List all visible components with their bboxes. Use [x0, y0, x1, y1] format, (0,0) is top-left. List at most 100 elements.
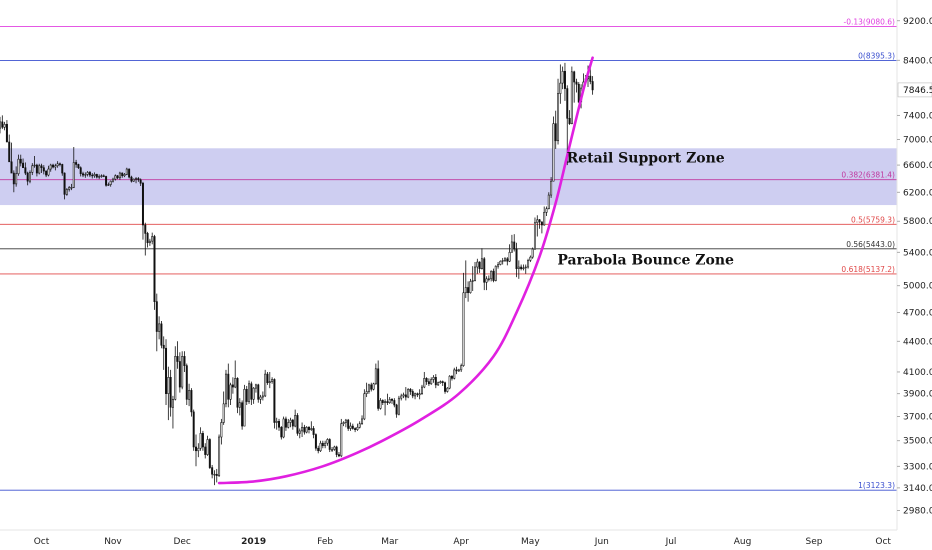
candle-body: [354, 428, 357, 430]
candle: [326, 438, 329, 446]
candle: [400, 393, 403, 401]
candle-body: [75, 162, 78, 165]
candle-body: [31, 165, 34, 173]
candle: [68, 185, 71, 192]
candle-body: [35, 164, 38, 174]
candle-body: [254, 384, 257, 389]
candle-body: [420, 386, 423, 394]
candle-body: [570, 71, 573, 124]
candle: [573, 70, 576, 103]
candle-body: [201, 433, 204, 448]
candle-body: [24, 167, 27, 174]
candle-body: [478, 261, 481, 269]
candle: [554, 110, 557, 149]
candle-body: [238, 402, 241, 408]
candle: [268, 371, 271, 389]
candle-body: [301, 426, 304, 432]
candle-body: [409, 388, 412, 392]
candle-body: [273, 379, 276, 423]
candle: [208, 438, 211, 469]
candle: [151, 232, 154, 245]
candle: [284, 416, 287, 431]
candle-body: [372, 383, 375, 390]
candle-body: [480, 258, 483, 269]
candle-body: [65, 189, 68, 195]
candle: [183, 351, 186, 372]
candle: [105, 175, 108, 187]
candle: [82, 171, 85, 178]
candle: [188, 383, 191, 407]
candle: [250, 381, 253, 405]
y-tick-label: 9200.0: [903, 17, 932, 27]
candle-body: [386, 401, 389, 404]
candle: [271, 377, 274, 384]
candle: [423, 371, 426, 389]
candle-body: [271, 379, 274, 382]
candle-body: [379, 400, 382, 409]
candle: [155, 293, 158, 352]
candle-body: [243, 388, 246, 427]
candle: [591, 76, 594, 95]
candle-body: [404, 394, 407, 398]
y-axis[interactable]: 2980.0 3140.0 3300.0 3500.0 3700.0 3900.0 4100…: [896, 0, 932, 530]
candle: [243, 384, 246, 427]
candle-body: [15, 173, 18, 185]
last-price-tag: 7846.5: [897, 82, 932, 98]
candle-body: [589, 75, 592, 82]
candle: [374, 363, 377, 385]
candle: [563, 62, 566, 101]
x-axis[interactable]: Oct Nov Dec 2019 Feb Mar Apr May Jun Jul Aug Sep Oct: [0, 529, 897, 547]
candle-body: [79, 167, 82, 175]
candle-body: [423, 378, 426, 388]
candle: [570, 66, 573, 125]
candle-body: [259, 396, 262, 400]
candle: [557, 78, 560, 145]
candle-body: [501, 260, 504, 262]
candle: [148, 238, 151, 246]
fib-level-label: 0.56(5443.0): [846, 240, 895, 249]
candle: [476, 258, 479, 274]
candle-body: [245, 388, 248, 402]
candle-body: [155, 301, 158, 332]
y-tick-label: 3900.0: [903, 390, 932, 400]
candle-body: [195, 446, 197, 452]
candle-body: [118, 172, 121, 179]
candle: [211, 464, 214, 479]
candle-body: [128, 168, 131, 178]
candle: [93, 172, 96, 178]
candle-body: [291, 419, 294, 427]
candle-body: [3, 123, 6, 128]
candle-body: [510, 241, 513, 253]
candle-body: [95, 174, 98, 178]
candle-body: [333, 446, 336, 450]
candle: [86, 171, 89, 177]
parabola-curve: [217, 56, 594, 485]
candle-body: [153, 236, 156, 302]
candle-body: [545, 208, 548, 213]
candle: [504, 257, 506, 263]
candle: [15, 166, 18, 187]
candle: [169, 369, 172, 417]
candle: [474, 262, 477, 282]
candle-body: [476, 261, 479, 268]
candle-body: [114, 175, 117, 180]
fib-level-label: 1(3123.3): [858, 481, 895, 490]
y-tick-label: 5000.0: [903, 282, 932, 292]
candle-body: [450, 375, 453, 379]
candle: [397, 395, 400, 416]
candle: [331, 446, 334, 453]
candle-body: [414, 393, 417, 397]
candle: [324, 440, 327, 449]
candle: [427, 378, 430, 386]
y-tick-label: 3500.0: [903, 437, 932, 447]
candle-body: [540, 221, 543, 226]
candle-body: [393, 400, 396, 406]
candle: [3, 121, 6, 131]
candle: [0, 116, 1, 134]
candle-body: [515, 248, 518, 269]
candle-body: [591, 81, 594, 91]
candle-body: [33, 164, 36, 167]
candle: [199, 427, 202, 451]
candle: [215, 468, 218, 483]
